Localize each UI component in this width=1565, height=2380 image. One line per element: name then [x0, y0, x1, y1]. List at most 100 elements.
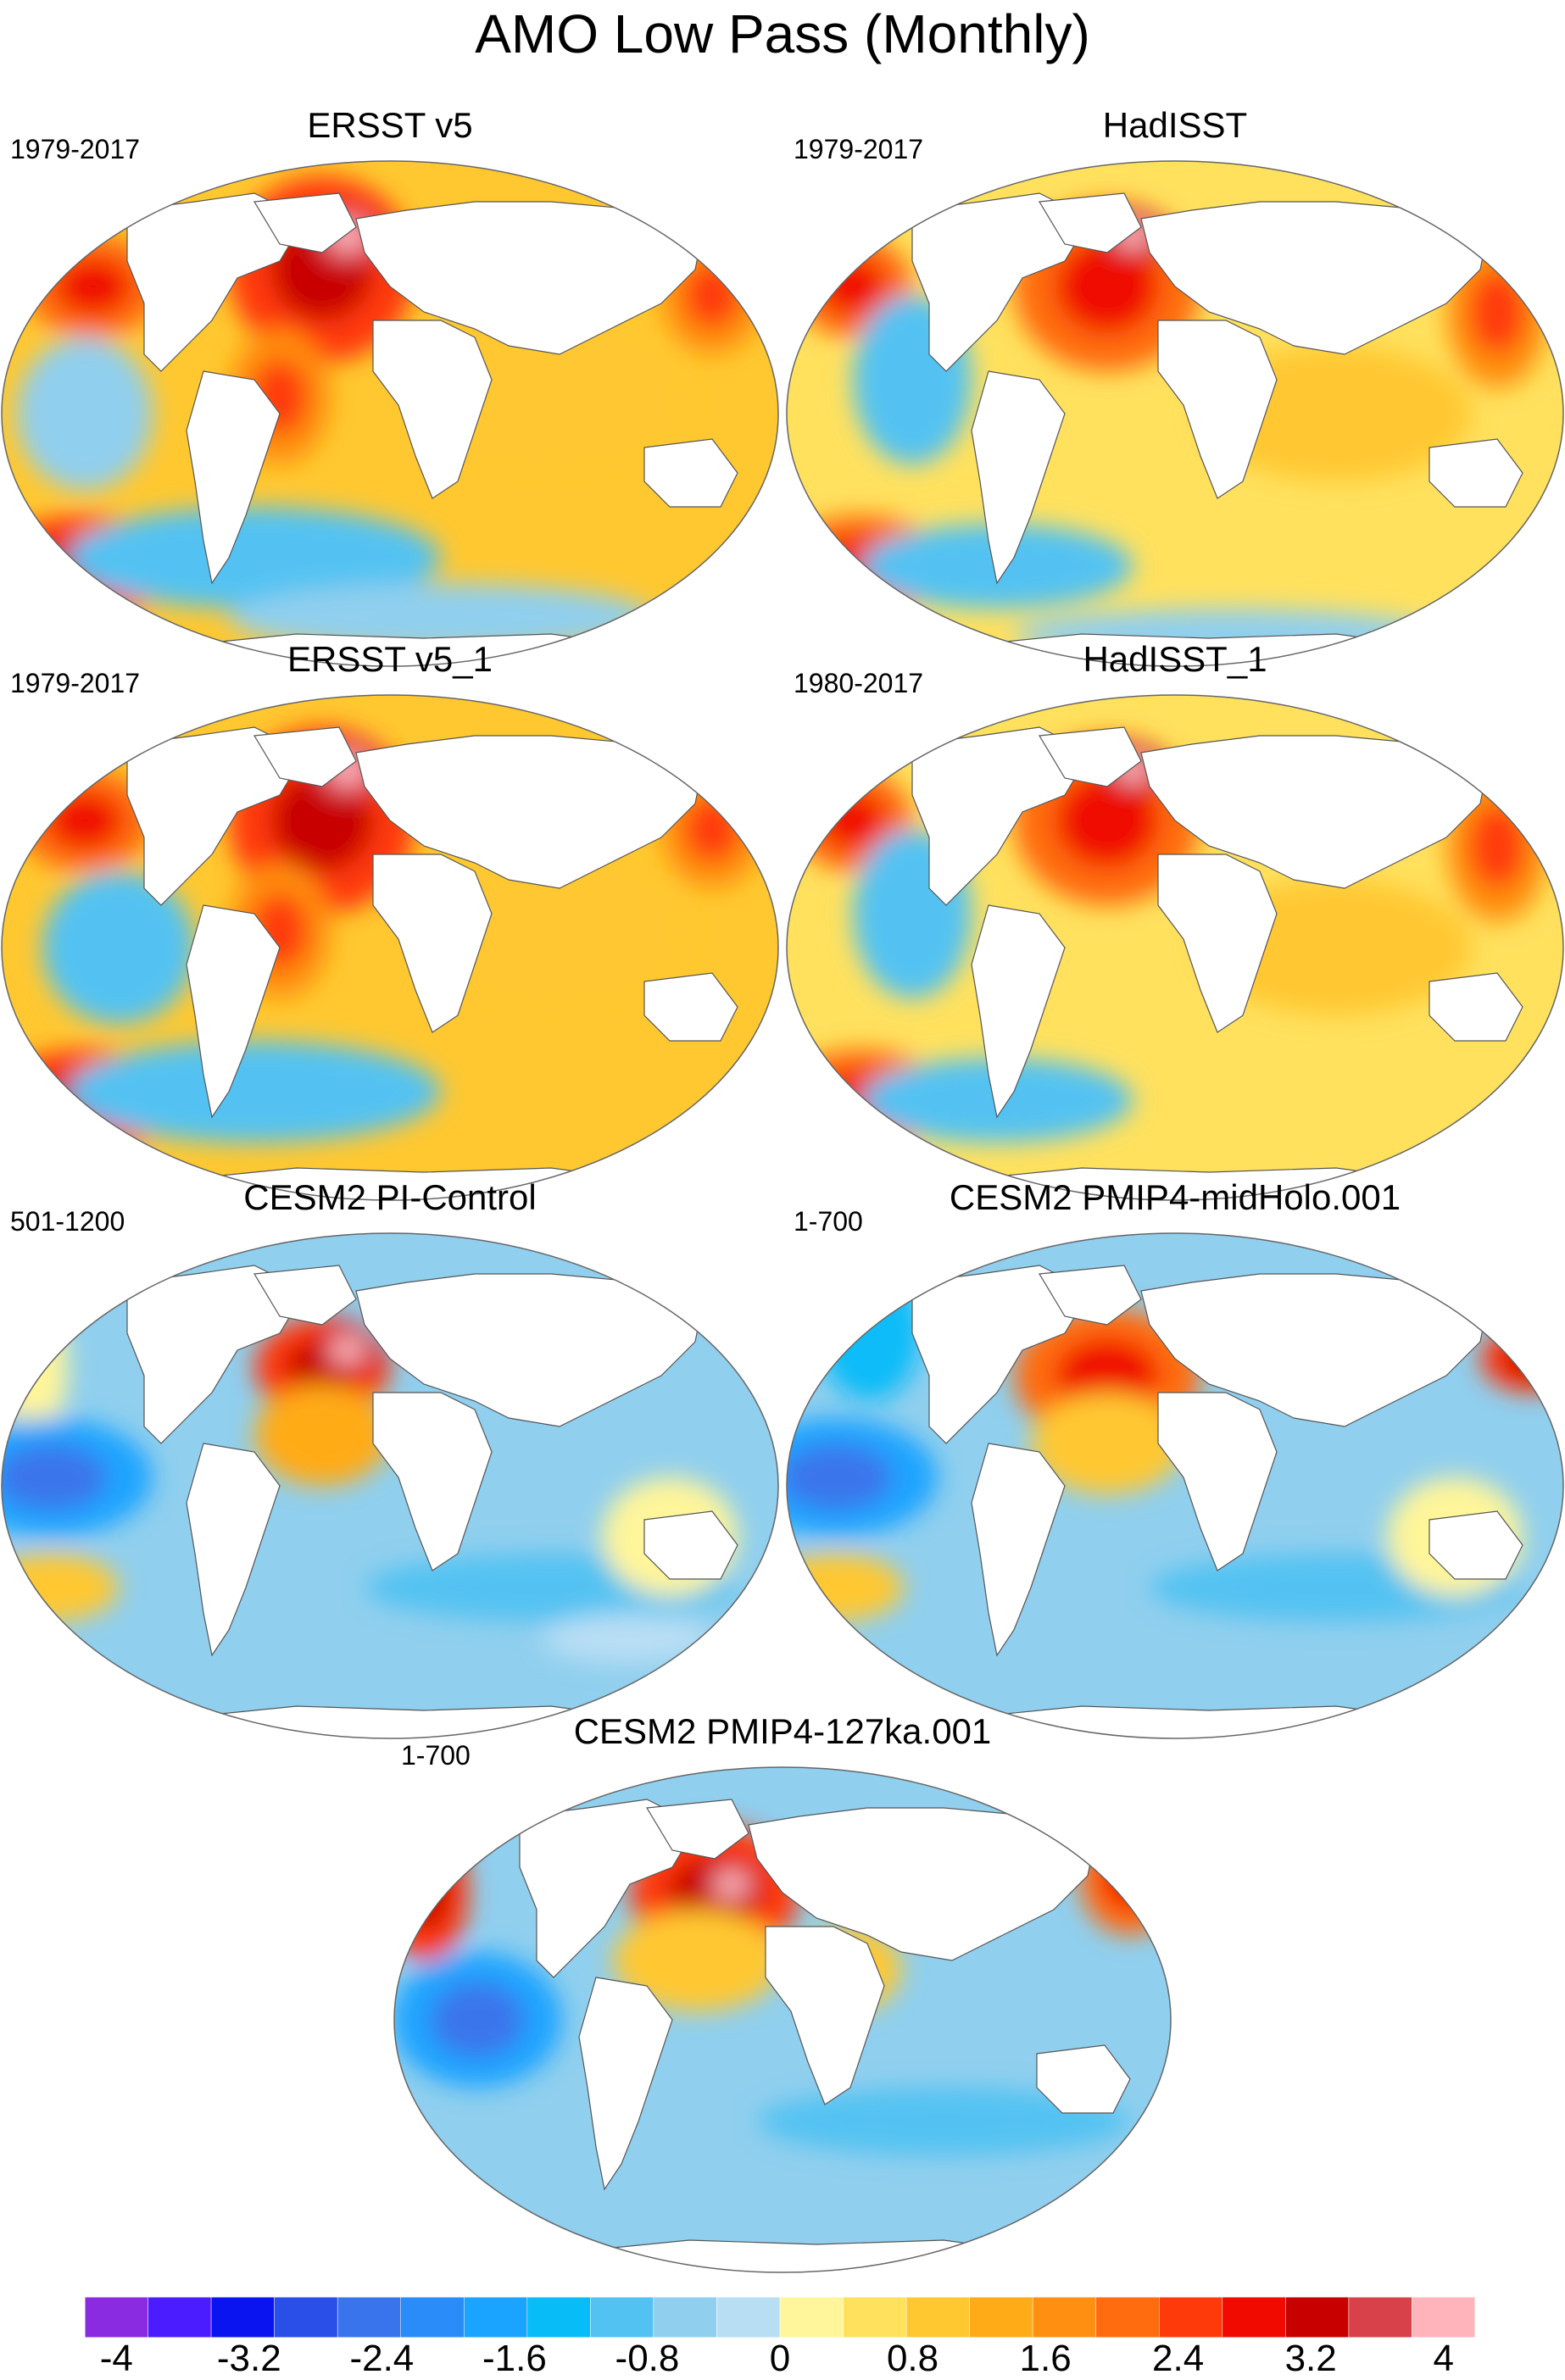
continent — [355, 201, 705, 355]
panel-period: 1980-2017 — [794, 668, 924, 698]
continent — [911, 726, 1091, 906]
land-masses — [126, 192, 738, 666]
anomaly-region — [1031, 1393, 1183, 1494]
colorbar-box — [85, 2297, 148, 2338]
map-panel-cesm2-midholo: CESM2 PMIP4-midHolo.001 1-700 — [785, 1174, 1565, 1739]
map — [786, 160, 1564, 667]
map-border — [393, 1766, 1172, 2273]
colorbar-tick-label: 4 — [1433, 2338, 1454, 2379]
land-masses — [911, 726, 1523, 1200]
colorbar-box — [779, 2297, 844, 2338]
anomaly-region — [17, 337, 153, 490]
continent — [765, 1926, 885, 2105]
continent — [186, 1443, 281, 1657]
colorbar-tick-label: -3.2 — [216, 2338, 281, 2379]
colorbar-box — [1285, 2297, 1350, 2338]
map-border — [786, 1232, 1564, 1739]
anomaly-region — [68, 1041, 441, 1143]
colorbar-tick-label: 1.6 — [1019, 2338, 1072, 2379]
continent — [971, 370, 1066, 585]
continent — [1157, 1392, 1278, 1571]
colorbar-box — [1348, 2297, 1412, 2338]
continent — [1157, 320, 1278, 499]
colorbar-box — [337, 2297, 401, 2338]
continent — [1429, 438, 1523, 508]
anomaly-region — [543, 1613, 712, 1664]
figure-title: AMO Low Pass (Monthly) — [475, 3, 1090, 64]
map-panel-hadisst: HadISST 1979-2017 — [785, 102, 1565, 667]
continent — [1038, 726, 1142, 787]
anomaly-region — [757, 2088, 1130, 2155]
continent — [971, 1443, 1066, 1657]
panel-title: HadISST_1 — [1083, 639, 1267, 679]
map-panel-ersst-v5-1: ERSST v5_1 1979-2017 — [0, 636, 780, 1201]
colorbar-box — [526, 2297, 591, 2338]
map — [786, 694, 1564, 1201]
continent — [126, 726, 306, 906]
panel-period: 1979-2017 — [10, 668, 141, 698]
continent — [519, 1799, 699, 1978]
continent — [911, 1265, 1091, 1444]
continent — [253, 726, 357, 787]
colorbar-box — [590, 2297, 654, 2338]
continent — [643, 972, 738, 1042]
anomaly-region — [254, 1384, 390, 1486]
continent — [578, 1977, 673, 2191]
panel-period: 1-700 — [794, 1206, 863, 1237]
map — [1, 160, 779, 667]
continent — [372, 1392, 493, 1571]
continent — [643, 438, 738, 508]
colorbar-box — [400, 2297, 465, 2338]
continent — [748, 1807, 1097, 1961]
map-border — [1, 694, 779, 1201]
anomaly-region — [2, 1299, 68, 1435]
continent — [1429, 1510, 1523, 1580]
continent — [971, 904, 1066, 1119]
panel-period: 1979-2017 — [10, 134, 141, 164]
colorbar-box — [843, 2297, 907, 2338]
colorbar-tick-label: 2.4 — [1152, 2338, 1205, 2379]
colorbar-box — [148, 2297, 212, 2338]
continent — [1036, 2044, 1131, 2114]
continent — [372, 320, 493, 499]
colorbar-box — [1095, 2297, 1160, 2338]
colorbar-box — [1222, 2297, 1286, 2338]
map-border — [786, 694, 1564, 1201]
continent — [645, 1799, 749, 1860]
panel-period: 1-700 — [401, 1740, 471, 1771]
colorbar-box — [1412, 2297, 1475, 2338]
land-masses — [911, 1265, 1523, 1738]
colorbar-box — [274, 2297, 338, 2338]
colorbar-box — [210, 2297, 275, 2338]
colorbar — [85, 2297, 1475, 2338]
panel-title: CESM2 PMIP4-midHolo.001 — [949, 1177, 1401, 1217]
colorbar-tick-label: 0 — [769, 2338, 791, 2379]
continent — [1140, 735, 1490, 889]
colorbar-tick-label: 3.2 — [1284, 2338, 1337, 2379]
map — [393, 1766, 1172, 2273]
continent — [1038, 1265, 1142, 1326]
map-panel-cesm2-127ka: CESM2 PMIP4-127ka.001 1-700 — [393, 1708, 1172, 2273]
anomaly-region — [819, 1265, 921, 1401]
continent — [186, 370, 281, 585]
continent — [1038, 192, 1142, 253]
colorbar-box — [1159, 2297, 1223, 2338]
panel-title: CESM2 PI-Control — [243, 1177, 537, 1217]
colorbar-box — [1032, 2297, 1096, 2338]
panel-title: ERSST v5_1 — [287, 639, 493, 679]
continent — [1429, 972, 1523, 1042]
anomaly-region — [613, 1910, 782, 2011]
map — [1, 694, 779, 1201]
continent — [1157, 854, 1278, 1033]
colorbar-tick-label: -4 — [99, 2338, 133, 2379]
anomaly-region — [42, 871, 195, 1024]
continent — [643, 1510, 738, 1580]
colorbar-box — [905, 2297, 970, 2338]
panel-title: HadISST — [1102, 105, 1248, 145]
map — [786, 1232, 1564, 1739]
map-border — [786, 160, 1564, 667]
colorbar-box — [716, 2297, 781, 2338]
panel-period: 501-1200 — [10, 1206, 125, 1237]
panel-title: CESM2 PMIP4-127ka.001 — [573, 1711, 992, 1751]
map-panel-ersst-v5: ERSST v5 1979-2017 — [0, 102, 780, 667]
